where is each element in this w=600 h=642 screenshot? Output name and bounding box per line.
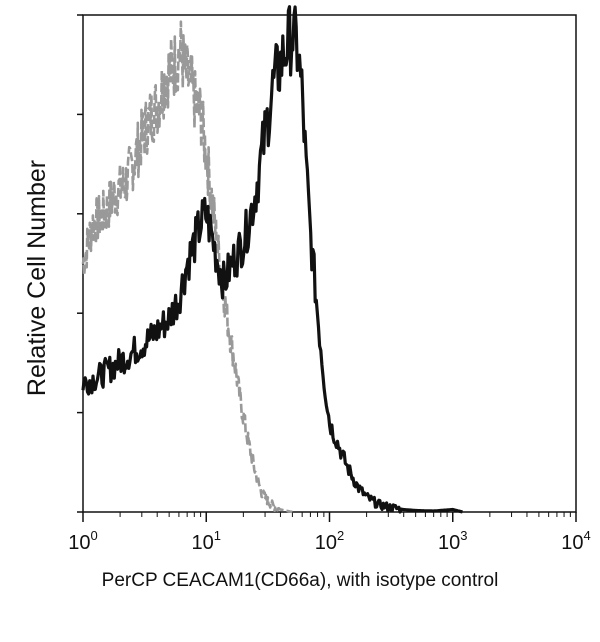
y-axis-label: Relative Cell Number <box>23 160 51 396</box>
x-axis-ticks <box>82 512 577 522</box>
ceacam1-trace <box>81 5 463 514</box>
series-layer <box>81 5 463 514</box>
isotype-control-trace <box>81 20 294 514</box>
x-tick-label: 101 <box>192 528 221 554</box>
x-axis-label: PerCP CEACAM1(CD66a), with isotype contr… <box>102 570 499 591</box>
x-axis-tick-labels: 100 101 102 103 104 <box>68 528 590 554</box>
y-axis-ticks <box>77 14 83 513</box>
x-tick-label: 104 <box>561 528 590 554</box>
x-tick-label: 100 <box>68 528 97 554</box>
x-tick-label: 103 <box>438 528 467 554</box>
x-tick-label: 102 <box>315 528 344 554</box>
